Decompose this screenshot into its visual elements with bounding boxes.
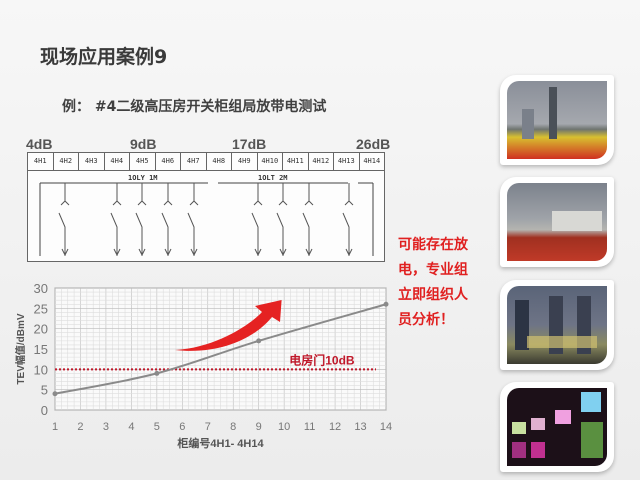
data-point	[383, 301, 389, 307]
y-tick-label: 20	[34, 322, 48, 337]
alert-text: 可能存在放 电，专业组 立即组织人 员分析！	[398, 233, 478, 333]
feeder-symbol	[135, 183, 147, 257]
feeder-symbol	[161, 183, 173, 257]
y-axis-label: TEV幅值/dBmV	[14, 313, 27, 384]
photo-frame-3	[500, 280, 614, 370]
x-tick-label: 6	[179, 421, 185, 433]
x-tick-label: 3	[103, 421, 109, 433]
slide-title: 现场应用案例9	[40, 46, 168, 68]
y-tick-label: 15	[34, 342, 48, 357]
cabinet-cell: 4H3	[79, 153, 105, 170]
cabinet-cell: 4H10	[258, 153, 283, 170]
cabinet-cell: 4H7	[181, 153, 207, 170]
photo-frame-2	[500, 177, 614, 267]
cabinet-cell: 4H2	[54, 153, 79, 170]
db-label-4h1: 4dB	[26, 136, 53, 152]
feeder-symbol	[251, 183, 263, 257]
cabinet-cell: 4H14	[363, 157, 381, 165]
y-tick-label: 0	[41, 403, 48, 418]
feeder-symbol	[342, 183, 354, 257]
bus-label-1m: 1OLY 1M	[128, 174, 158, 182]
cabinet-cell: 4H1	[28, 153, 54, 170]
db-label-4h14: 26dB	[356, 136, 391, 152]
cabinet-cell: 4H12	[309, 153, 334, 170]
slide-subtitle: 例： #4二级高压房开关柜组局放带电测试	[62, 99, 327, 115]
cabinet-row: 4H1 4H2 4H3 4H4 4H5 4H6 4H7 4H8 4H9 4H10 4H11 4H12 4…	[28, 153, 384, 171]
single-line-schematic: 1OLY 1M 1OLT 2M	[39, 174, 374, 257]
city-skyline-photo	[507, 81, 607, 159]
x-tick-label: 5	[154, 421, 160, 433]
reference-line-label: 电房门10dB	[289, 352, 355, 367]
x-tick-label: 4	[128, 421, 134, 433]
x-tick-label: 2	[77, 421, 83, 433]
x-tick-label: 13	[354, 421, 366, 433]
data-point	[256, 338, 262, 344]
alert-line: 可能存在放	[398, 237, 468, 253]
x-tick-label: 1	[52, 421, 58, 433]
cabinet-cell: 4H5	[130, 153, 156, 170]
substation-photo	[507, 183, 607, 261]
photo-frame-4	[500, 382, 614, 472]
feeder-symbol	[276, 183, 288, 257]
bus-label-2m: 1OLT 2M	[258, 174, 288, 182]
switchgear-room-photo	[507, 388, 607, 466]
x-axis-label: 柜编号4H1- 4H14	[176, 436, 264, 450]
y-tick-label: 30	[34, 281, 48, 296]
feeder-symbol	[302, 183, 314, 257]
cabinet-cell: 4H11	[283, 153, 309, 170]
y-tick-label: 10	[34, 362, 48, 377]
x-tick-label: 7	[205, 421, 211, 433]
db-label-4h5: 9dB	[130, 136, 157, 152]
cabinet-cell: 4H9	[232, 153, 258, 170]
x-tick-label: 14	[380, 421, 392, 433]
alert-line: 电，专业组	[398, 262, 468, 278]
cabinet-cell: 4H4	[105, 153, 130, 170]
photo-frame-1	[500, 75, 614, 165]
cabinet-cell: 4H8	[207, 153, 232, 170]
x-tick-label: 9	[256, 421, 262, 433]
alert-line: 立即组织人	[398, 287, 468, 303]
x-tick-label: 8	[230, 421, 236, 433]
data-point	[52, 391, 58, 397]
substation-dusk-photo	[507, 286, 607, 364]
feeder-symbol	[187, 183, 199, 257]
alert-line: 员分析！	[398, 312, 454, 328]
x-tick-label: 10	[278, 421, 290, 433]
trend-arrow-icon	[175, 300, 282, 351]
y-tick-label: 25	[34, 301, 48, 316]
data-point	[154, 370, 160, 376]
feeder-symbol	[110, 183, 122, 257]
db-label-4h9: 17dB	[232, 136, 267, 152]
switchgear-diagram: 4H1 4H2 4H3 4H4 4H5 4H6 4H7 4H8 4H9 4H10 4H11 4H12 4…	[27, 152, 385, 262]
y-tick-label: 5	[41, 383, 48, 398]
cabinet-cell: 4H6	[156, 153, 181, 170]
series-line	[54, 303, 387, 395]
cabinet-cell: 4H13	[334, 153, 360, 170]
x-tick-label: 12	[329, 421, 341, 433]
x-tick-label: 11	[304, 421, 315, 433]
feeder-symbol	[58, 183, 70, 257]
